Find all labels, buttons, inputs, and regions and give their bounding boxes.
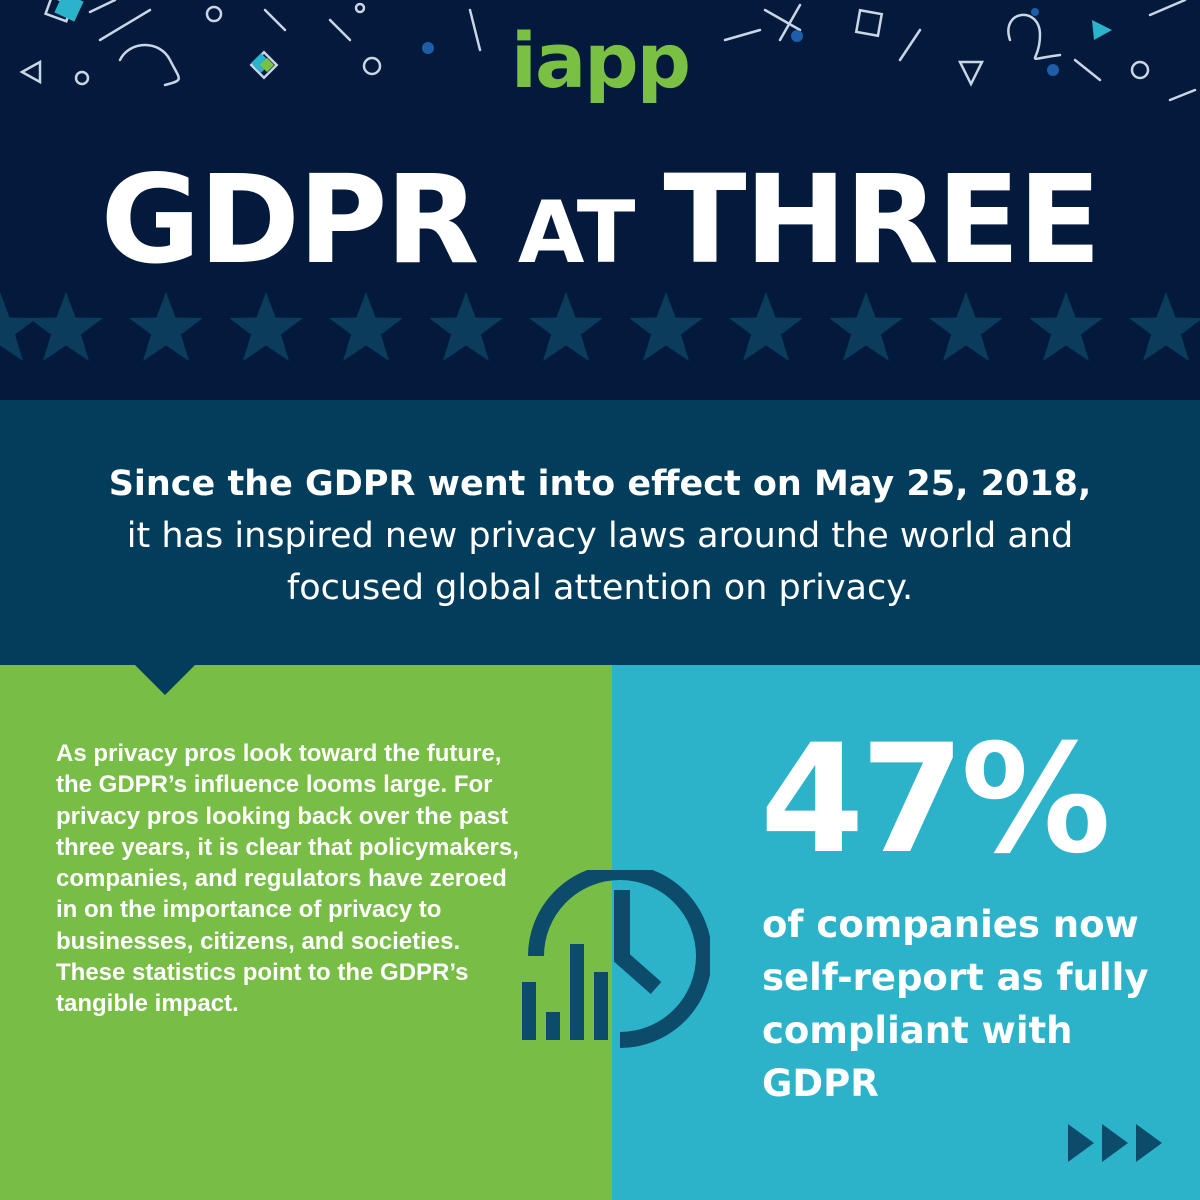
speech-pointer xyxy=(135,665,195,695)
title-three: THREE xyxy=(663,149,1101,291)
header-banner: iapp GDPR AT THREE xyxy=(0,0,1200,400)
stat-panel xyxy=(612,665,1200,1200)
intro-section: Since the GDPR went into effect on May 2… xyxy=(0,400,1200,665)
star-icon xyxy=(1129,292,1200,361)
narrative-panel xyxy=(0,665,612,1200)
star-icon xyxy=(429,292,503,361)
star-icon xyxy=(0,292,37,361)
star-icon xyxy=(729,292,803,361)
title-gdpr: GDPR xyxy=(100,149,518,291)
star-icon xyxy=(1029,292,1103,361)
title-at: AT xyxy=(517,183,664,283)
stat-value: 47% xyxy=(760,713,1111,887)
page-title: GDPR AT THREE xyxy=(0,150,1200,327)
star-row xyxy=(0,292,1200,361)
clock-chart-icon xyxy=(522,870,710,1048)
stat-caption: of companies now self-report as fully co… xyxy=(762,903,1149,1105)
narrative-text: As privacy pros look toward the future, … xyxy=(56,740,519,1018)
intro-description: it has inspired new privacy laws around … xyxy=(126,516,1074,608)
star-icon xyxy=(829,292,903,361)
star-icon xyxy=(629,292,703,361)
star-icon xyxy=(929,292,1003,361)
star-icon xyxy=(529,292,603,361)
star-icon xyxy=(329,292,403,361)
triple-arrow-icon[interactable] xyxy=(1068,1124,1164,1162)
star-icon xyxy=(29,292,103,361)
iapp-logo: iapp xyxy=(510,16,691,105)
intro-text: Since the GDPR went into effect on May 2… xyxy=(0,458,1200,614)
intro-headline: Since the GDPR went into effect on May 2… xyxy=(108,464,1092,504)
star-icon xyxy=(229,292,303,361)
star-icon xyxy=(129,292,203,361)
confetti-decoration xyxy=(19,0,1197,102)
